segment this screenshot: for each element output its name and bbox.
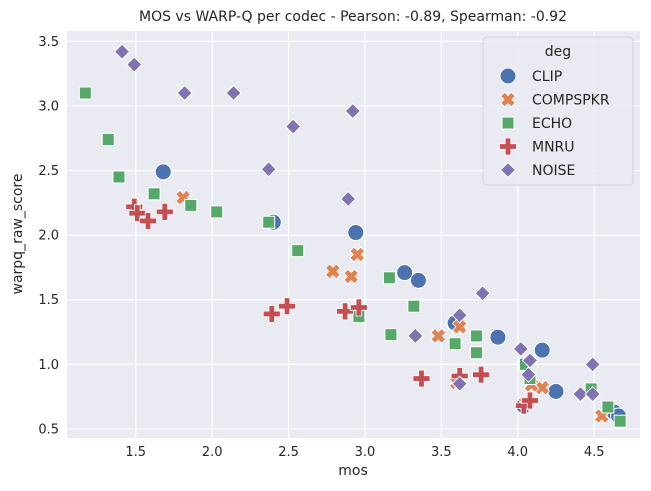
data-point xyxy=(521,352,539,369)
data-point xyxy=(584,356,601,373)
data-point xyxy=(534,379,551,396)
legend-item-clip: CLIP xyxy=(499,67,562,85)
x-tick-label: 2.5 xyxy=(278,445,299,460)
data-point xyxy=(154,163,172,181)
data-point xyxy=(176,84,193,102)
series-noise xyxy=(113,43,601,403)
data-point xyxy=(572,385,589,403)
data-point xyxy=(260,161,277,178)
data-point xyxy=(489,328,507,346)
data-point xyxy=(347,224,365,242)
data-point xyxy=(547,382,565,400)
data-point xyxy=(126,56,143,73)
x-tick-label: 4.5 xyxy=(584,445,605,460)
legend-item-compspkr: COMPSPKR xyxy=(500,91,610,109)
x-tick-label: 2.0 xyxy=(202,445,223,460)
data-point xyxy=(147,187,161,201)
data-point xyxy=(184,198,198,212)
legend-label: ECHO xyxy=(532,116,572,132)
data-point xyxy=(584,385,601,403)
data-point xyxy=(382,271,396,285)
legend-marker xyxy=(500,91,516,108)
data-point xyxy=(325,263,341,280)
data-point xyxy=(396,264,414,282)
legend-item-echo: ECHO xyxy=(501,116,572,132)
data-point xyxy=(113,43,131,60)
data-point xyxy=(336,302,354,321)
data-point xyxy=(112,170,126,184)
legend-marker xyxy=(499,161,517,179)
data-point xyxy=(339,190,357,208)
data-point xyxy=(291,244,305,258)
data-point xyxy=(155,202,174,221)
series-echo xyxy=(78,86,627,428)
data-point xyxy=(407,299,421,313)
data-point xyxy=(451,307,468,324)
data-point xyxy=(349,246,366,263)
legend-label: COMPSPKR xyxy=(532,93,610,109)
data-point xyxy=(533,341,551,359)
data-point xyxy=(613,414,627,428)
data-point xyxy=(407,327,424,345)
y-tick-label: 0.5 xyxy=(38,422,59,437)
data-point xyxy=(78,86,92,100)
data-point xyxy=(409,271,427,289)
y-tick-label: 1.5 xyxy=(38,293,59,308)
data-point xyxy=(225,84,242,102)
data-point xyxy=(262,305,281,323)
data-point xyxy=(384,328,398,342)
data-point xyxy=(284,118,302,135)
data-point xyxy=(470,329,484,343)
legend-item-mnru: MNRU xyxy=(499,137,575,156)
data-point xyxy=(512,340,530,358)
data-point xyxy=(139,212,157,230)
legend-marker xyxy=(499,67,517,85)
legend-marker xyxy=(501,116,515,130)
y-tick-label: 1.0 xyxy=(38,358,59,373)
data-point xyxy=(343,268,360,285)
data-point xyxy=(451,375,468,392)
y-tick-label: 3.0 xyxy=(38,99,59,114)
legend-label: CLIP xyxy=(532,69,562,85)
data-point xyxy=(278,297,296,316)
data-point xyxy=(470,346,484,360)
legend-label: MNRU xyxy=(532,140,575,156)
y-tick-labels: 0.5 1.0 1.5 2.0 2.5 3.0 3.5 xyxy=(38,35,59,438)
data-point xyxy=(472,365,490,384)
x-tick-label: 3.5 xyxy=(431,445,452,460)
data-point xyxy=(601,400,615,414)
data-point xyxy=(210,205,224,219)
data-point xyxy=(344,102,361,120)
data-point xyxy=(521,391,539,410)
legend-item-noise: NOISE xyxy=(499,161,575,179)
data-point xyxy=(430,328,447,344)
x-axis-label: mos xyxy=(338,463,368,479)
data-point xyxy=(448,337,462,351)
y-tick-label: 2.0 xyxy=(38,229,59,244)
y-axis-label: warpq_raw_score xyxy=(10,174,26,295)
data-point xyxy=(349,298,368,317)
legend-box xyxy=(482,36,634,186)
x-tick-label: 4.0 xyxy=(507,445,528,460)
legend-marker xyxy=(499,137,517,156)
y-tick-label: 3.5 xyxy=(38,35,59,50)
chart-title: MOS vs WARP-Q per codec - Pearson: -0.89… xyxy=(139,9,567,25)
x-tick-labels: 1.5 2.0 2.5 3.0 3.5 4.0 4.5 xyxy=(125,445,604,460)
data-point xyxy=(262,215,276,229)
legend-label: NOISE xyxy=(532,163,575,179)
legend-title: deg xyxy=(545,44,571,60)
x-tick-label: 1.5 xyxy=(125,445,146,460)
data-point xyxy=(520,366,537,383)
data-points xyxy=(78,43,628,428)
y-tick-label: 2.5 xyxy=(38,164,59,179)
legend: deg CLIP COMPSPKR ECHO MNRU NOISE xyxy=(482,36,634,186)
data-point xyxy=(412,369,431,388)
data-point xyxy=(474,285,491,302)
data-point xyxy=(101,133,115,147)
x-tick-label: 3.0 xyxy=(355,445,376,460)
